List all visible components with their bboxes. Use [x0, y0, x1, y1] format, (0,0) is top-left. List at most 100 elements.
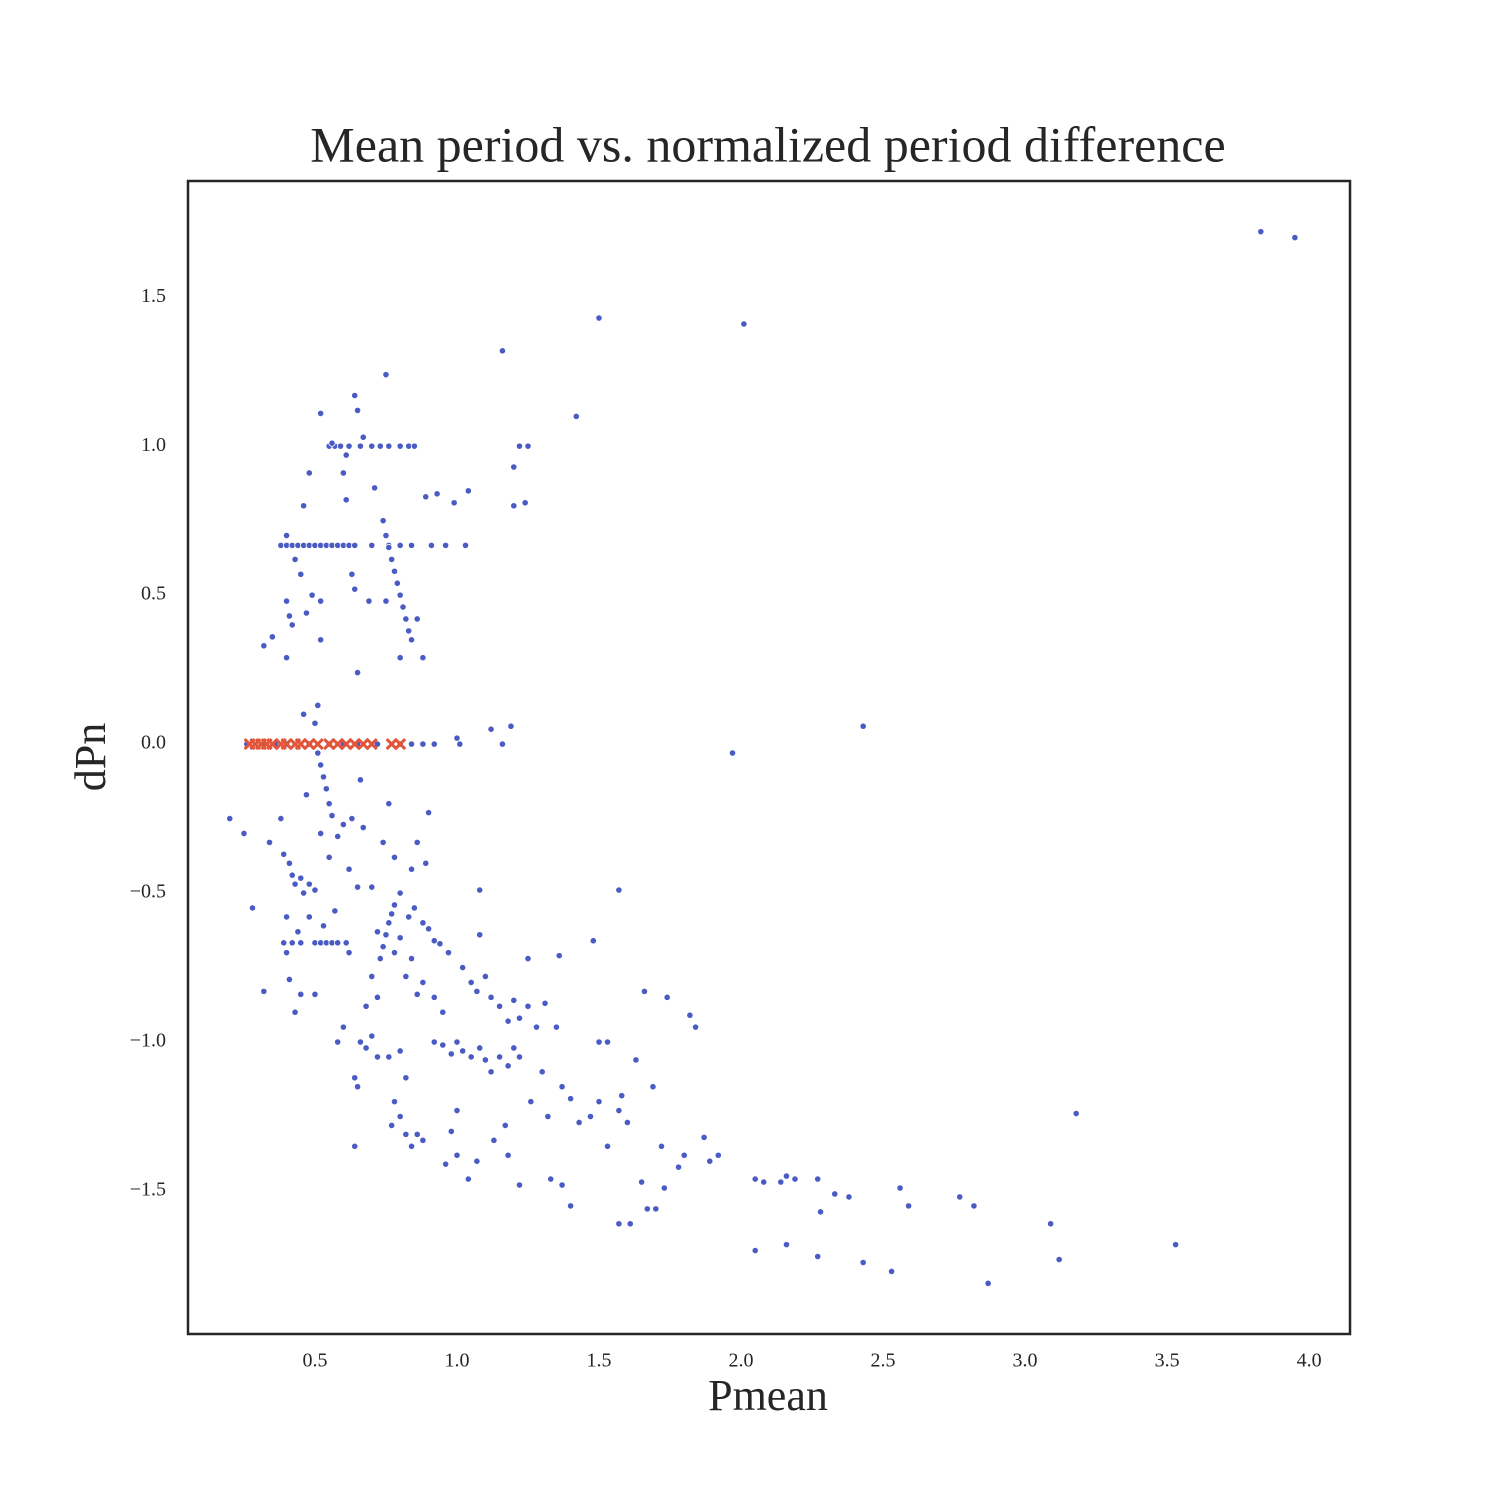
point: [532, 1023, 541, 1031]
point: [396, 1112, 404, 1121]
point: [728, 749, 737, 757]
point: [348, 570, 356, 578]
point: [382, 597, 390, 605]
point: [970, 1202, 978, 1210]
point: [317, 636, 325, 644]
point: [572, 412, 580, 420]
point: [385, 919, 393, 927]
point: [379, 943, 387, 951]
x-tick-label: 4.0: [1297, 1350, 1322, 1372]
point: [388, 1121, 396, 1130]
point-x: [311, 738, 324, 751]
point: [453, 1151, 461, 1159]
point: [288, 871, 296, 879]
point: [504, 1017, 512, 1025]
point: [751, 1246, 759, 1255]
point: [691, 1023, 700, 1031]
point: [674, 1163, 683, 1171]
x-axis-label: Pmean: [708, 1371, 828, 1420]
point: [282, 531, 291, 540]
point: [291, 555, 299, 563]
point: [265, 838, 274, 847]
point: [396, 934, 404, 942]
point: [524, 1002, 532, 1010]
point: [413, 615, 421, 623]
point: [311, 990, 319, 998]
point: [521, 499, 529, 507]
point: [515, 1181, 524, 1189]
point: [319, 922, 328, 930]
x-tick-label: 2.0: [729, 1350, 754, 1372]
x-tick-label: 1.0: [444, 1350, 469, 1372]
point: [280, 939, 288, 947]
point: [814, 1175, 822, 1183]
point: [328, 439, 336, 447]
point: [305, 880, 313, 888]
point: [424, 809, 433, 817]
point: [1257, 228, 1265, 236]
point: [706, 1157, 714, 1165]
point: [353, 883, 362, 891]
point: [390, 901, 399, 909]
point: [402, 1074, 410, 1082]
point: [603, 1038, 612, 1046]
point: [314, 749, 322, 757]
point: [791, 1175, 799, 1183]
point: [1055, 1255, 1063, 1264]
y-axis-label: dPn: [66, 723, 115, 791]
point: [390, 1098, 399, 1106]
point: [385, 543, 393, 552]
point: [325, 800, 333, 808]
point: [382, 531, 390, 540]
point: [615, 1106, 623, 1115]
point: [626, 1220, 634, 1228]
point: [351, 391, 359, 400]
point: [640, 987, 649, 995]
point: [388, 910, 396, 918]
x-tick-label: 0.5: [302, 1350, 327, 1372]
point: [407, 740, 416, 748]
point: [342, 939, 350, 947]
point: [615, 1220, 623, 1228]
point: [348, 814, 356, 823]
point: [555, 952, 563, 960]
point: [859, 722, 867, 730]
point: [515, 1014, 524, 1022]
point: [501, 1121, 509, 1130]
point: [353, 668, 362, 677]
point: [300, 710, 308, 718]
point: [345, 949, 353, 957]
point: [419, 654, 427, 662]
point: [334, 1038, 342, 1046]
point: [410, 904, 418, 912]
point: [467, 1053, 475, 1061]
point: [260, 642, 268, 650]
point: [368, 1032, 376, 1040]
point: [407, 865, 416, 873]
point: [507, 722, 515, 730]
point: [430, 1038, 438, 1046]
point: [1172, 1241, 1180, 1249]
point: [510, 502, 518, 510]
point: [353, 1083, 362, 1091]
point: [351, 541, 359, 549]
point: [845, 1193, 853, 1201]
point: [453, 734, 461, 742]
point: [427, 541, 436, 549]
point: [388, 555, 396, 563]
point: [643, 1205, 651, 1213]
point: [282, 949, 291, 957]
y-tick-label: 1.5: [141, 285, 166, 307]
point: [552, 1023, 560, 1031]
point: [444, 949, 453, 957]
point: [297, 939, 305, 947]
point: [638, 1178, 646, 1186]
point: [419, 919, 427, 927]
point: [447, 1050, 455, 1058]
point: [782, 1241, 791, 1249]
point: [317, 761, 325, 769]
point: [419, 740, 427, 748]
point: [510, 996, 518, 1004]
point: [410, 442, 418, 450]
point: [831, 1190, 839, 1198]
